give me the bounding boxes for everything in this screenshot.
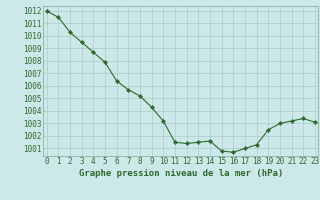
X-axis label: Graphe pression niveau de la mer (hPa): Graphe pression niveau de la mer (hPa)	[79, 169, 283, 178]
